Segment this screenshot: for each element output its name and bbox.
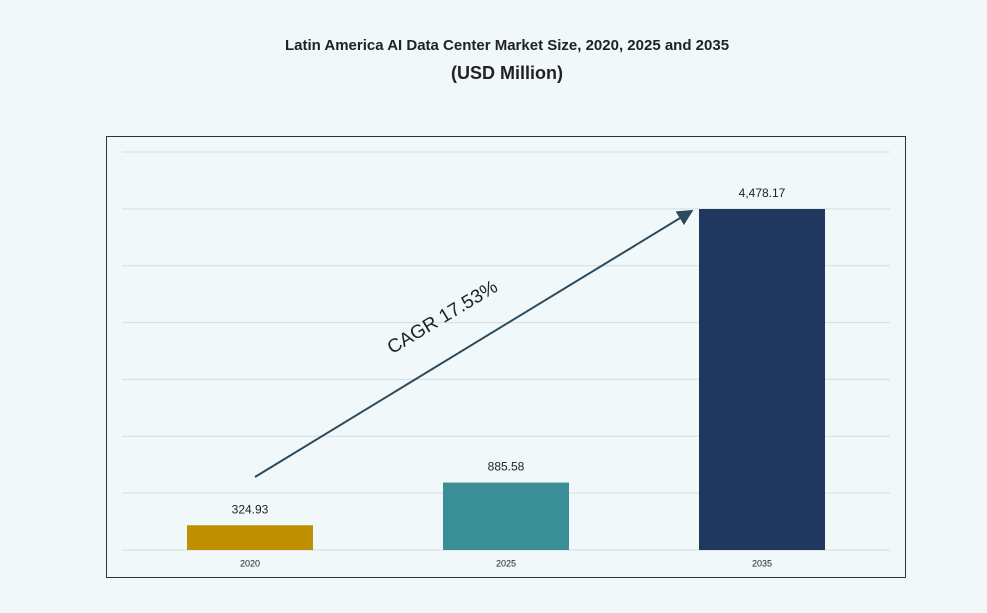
chart-subtitle: (USD Million) <box>451 63 563 83</box>
x-tick-label: 2035 <box>752 558 772 568</box>
cagr-arrow <box>254 209 694 478</box>
value-label: 885.58 <box>488 460 525 474</box>
bar <box>699 209 825 550</box>
x-tick-label: 2020 <box>240 558 260 568</box>
chart-title: Latin America AI Data Center Market Size… <box>285 37 729 54</box>
bar <box>187 525 313 550</box>
value-label: 4,478.17 <box>739 186 786 200</box>
value-label: 324.93 <box>232 502 269 516</box>
bar <box>443 482 569 550</box>
bars: 2020 324.93 2025 885.58 2035 4,478.17 <box>187 186 825 568</box>
x-tick-label: 2025 <box>496 558 516 568</box>
